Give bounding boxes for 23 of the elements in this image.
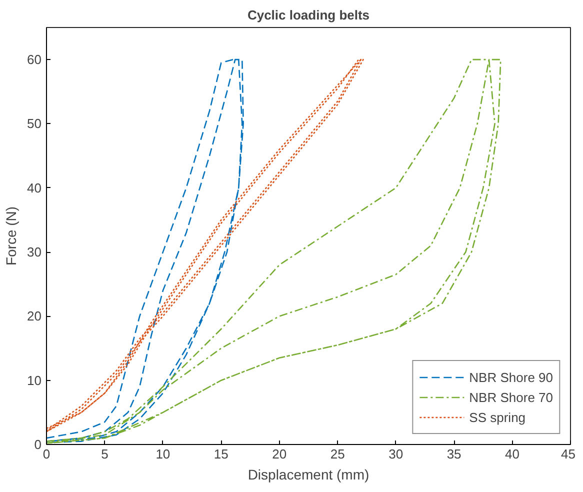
x-tick-label: 5 — [101, 446, 108, 462]
x-tick-label: 30 — [388, 446, 404, 462]
line-series — [46, 58, 364, 432]
x-tick-label: 25 — [330, 446, 345, 462]
y-tick-label: 10 — [27, 372, 42, 388]
x-tick-label: 15 — [214, 446, 228, 462]
legend-label: NBR Shore 70 — [469, 390, 553, 404]
y-tick-label: 20 — [27, 308, 42, 324]
x-tick-label: 35 — [446, 446, 462, 462]
y-tick-label: 50 — [27, 116, 42, 132]
legend-label: NBR Shore 90 — [469, 370, 553, 384]
chart-title: Cyclic loading belts — [247, 8, 370, 22]
y-tick-label: 30 — [27, 244, 42, 260]
x-axis-title: Displacement (mm) — [248, 466, 370, 482]
x-tick-label: 40 — [505, 446, 520, 462]
x-tick-label: 45 — [561, 446, 576, 462]
x-tick-label: 10 — [156, 446, 170, 462]
y-tick-label: 40 — [27, 180, 42, 196]
y-axis-title: Force (N) — [3, 206, 20, 266]
y-tick-label: 60 — [27, 52, 42, 68]
legend-label: SS spring — [469, 410, 526, 424]
x-tick-label: 20 — [272, 446, 287, 462]
y-tick-label: 0 — [34, 437, 42, 452]
